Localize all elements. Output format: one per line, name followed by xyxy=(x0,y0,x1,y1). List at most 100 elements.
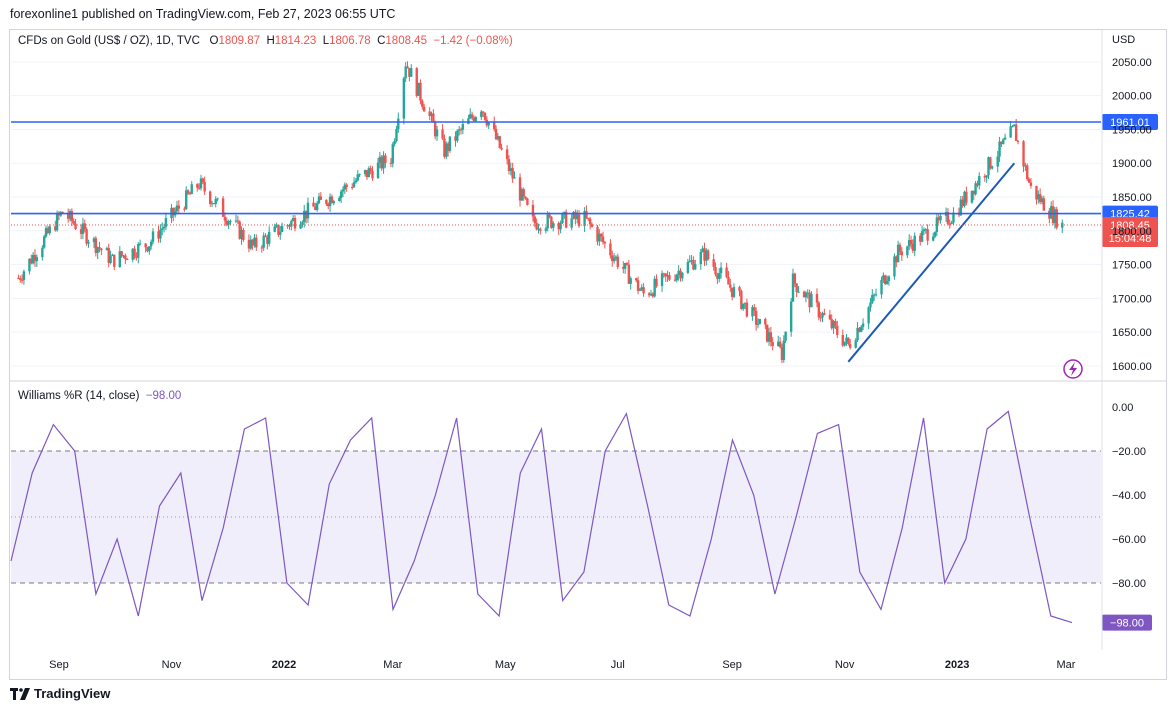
candle-body xyxy=(533,216,536,224)
candle-down xyxy=(454,131,457,147)
candle-body xyxy=(1051,206,1055,224)
candle-body xyxy=(703,248,706,261)
candle-down xyxy=(535,218,538,231)
williams-line xyxy=(10,410,1073,624)
candle-body xyxy=(457,129,461,131)
candle-body xyxy=(393,141,396,145)
open-value: 1809.87 xyxy=(218,35,261,47)
candle-up xyxy=(832,319,835,334)
tradingview-logo-icon xyxy=(10,687,30,700)
candle-up xyxy=(572,211,575,220)
candle-body xyxy=(120,251,123,257)
candle-body xyxy=(767,332,771,342)
symbol-label: CFDs on Gold (US$ / OZ), 1D, TVC xyxy=(18,35,200,47)
candle-down xyxy=(507,155,511,175)
candle-body xyxy=(33,254,37,262)
candle-down xyxy=(483,112,487,121)
candle-body xyxy=(741,303,745,309)
candle-body xyxy=(273,226,276,232)
candle-down xyxy=(712,253,715,271)
candle-body xyxy=(843,341,846,346)
candle-body xyxy=(972,190,975,195)
candle-up xyxy=(339,189,343,203)
candle-body xyxy=(19,278,22,280)
candle-body xyxy=(887,276,891,281)
candle-body xyxy=(382,155,385,169)
candle-up xyxy=(666,270,669,283)
candle-body xyxy=(328,196,332,207)
candle-down xyxy=(898,242,902,255)
candle-body xyxy=(330,196,334,204)
candle-up xyxy=(758,318,761,325)
candle-body xyxy=(705,250,708,261)
candle-up xyxy=(806,289,809,299)
candle-body xyxy=(341,189,345,192)
candle-body xyxy=(162,226,166,229)
candle-body xyxy=(404,66,407,79)
price-tick-label: 1650.00 xyxy=(1112,327,1152,339)
candle-up xyxy=(138,239,142,246)
candle-body xyxy=(557,222,560,230)
candle-down xyxy=(847,337,850,346)
candle-body xyxy=(845,337,848,342)
candle-up xyxy=(382,151,385,174)
candle-up xyxy=(328,193,332,212)
candle-down xyxy=(459,127,463,135)
candle-down xyxy=(98,241,101,253)
trendline[interactable] xyxy=(847,162,1016,363)
candle-up xyxy=(970,190,974,204)
candle-body xyxy=(264,235,267,237)
candle-down xyxy=(830,314,833,330)
candle-body xyxy=(408,67,411,77)
candle-down xyxy=(157,225,160,243)
candle-body xyxy=(965,191,968,203)
candle-down xyxy=(384,153,387,168)
candle-body xyxy=(574,212,577,220)
candle-down xyxy=(948,219,951,229)
candle-down xyxy=(83,219,86,233)
close-value: 1808.45 xyxy=(385,35,427,47)
candle-up xyxy=(185,186,188,210)
candle-up xyxy=(395,125,398,143)
candle-body xyxy=(738,287,741,291)
candle-body xyxy=(107,248,110,263)
candle-body xyxy=(909,239,913,244)
candle-up xyxy=(614,255,618,261)
candle-body xyxy=(911,243,915,251)
candle-up xyxy=(105,246,109,251)
candle-up xyxy=(417,82,420,96)
candle-body xyxy=(769,332,773,343)
candle-up xyxy=(118,246,122,268)
candle-body xyxy=(841,334,844,346)
candle-down xyxy=(841,329,844,348)
candle-down xyxy=(937,213,940,224)
candle-body xyxy=(817,302,821,318)
candle-down xyxy=(57,210,61,221)
candle-down xyxy=(186,189,190,195)
candle-down xyxy=(740,289,743,310)
candle-down xyxy=(522,187,525,201)
candle-body xyxy=(125,259,129,261)
candle-body xyxy=(303,210,306,223)
candle-body xyxy=(601,236,605,243)
candle-body xyxy=(190,184,193,195)
candle-body xyxy=(793,273,797,284)
candle-up xyxy=(234,214,238,224)
candle-body xyxy=(810,293,813,308)
candle-up xyxy=(990,165,994,170)
indicator-tick-label: −40.00 xyxy=(1112,490,1146,502)
lightning-icon[interactable] xyxy=(1063,359,1083,379)
candle-down xyxy=(714,262,717,277)
candle-up xyxy=(356,170,359,182)
candle-body xyxy=(216,198,219,200)
candle-body xyxy=(871,294,874,303)
footer-brand[interactable]: TradingView xyxy=(10,686,110,701)
candle-body xyxy=(970,190,974,203)
candle-body xyxy=(44,228,48,237)
low-value: 1806.78 xyxy=(329,35,371,47)
candle-body xyxy=(686,262,690,273)
candle-body xyxy=(913,235,916,251)
candle-body xyxy=(229,220,232,222)
candle-body xyxy=(148,246,151,252)
